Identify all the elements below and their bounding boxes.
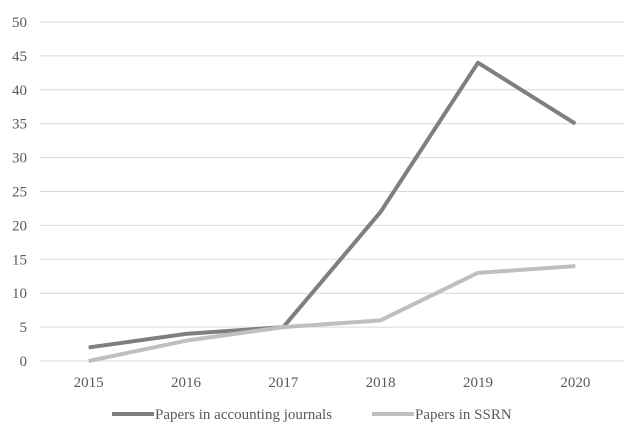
series	[89, 63, 576, 361]
series-line-2	[89, 266, 576, 361]
y-tick-label: 45	[12, 49, 27, 65]
y-tick-label: 40	[12, 83, 27, 99]
x-tick-label: 2018	[366, 375, 396, 391]
series-line-1	[89, 63, 576, 348]
y-tick-label: 35	[12, 117, 27, 133]
legend: Papers in accounting journals Papers in S…	[112, 407, 512, 423]
x-tick-label: 2016	[171, 375, 202, 391]
y-axis-ticks: 0 5 10 15 20 25 30 35 40 45 50	[12, 15, 27, 370]
legend-label-2: Papers in SSRN	[415, 407, 512, 423]
y-tick-label: 25	[12, 185, 27, 201]
y-tick-label: 0	[20, 354, 28, 370]
y-tick-label: 20	[12, 218, 27, 234]
y-tick-label: 5	[20, 320, 28, 336]
y-tick-label: 15	[12, 252, 27, 268]
x-tick-label: 2015	[74, 375, 104, 391]
gridlines	[40, 22, 624, 361]
x-tick-label: 2020	[560, 375, 590, 391]
y-tick-label: 10	[12, 286, 27, 302]
x-tick-label: 2017	[268, 375, 299, 391]
y-tick-label: 50	[12, 15, 27, 31]
legend-label-1: Papers in accounting journals	[155, 407, 332, 423]
x-axis-ticks: 2015 2016 2017 2018 2019 2020	[74, 375, 591, 391]
y-tick-label: 30	[12, 151, 27, 167]
x-tick-label: 2019	[463, 375, 493, 391]
